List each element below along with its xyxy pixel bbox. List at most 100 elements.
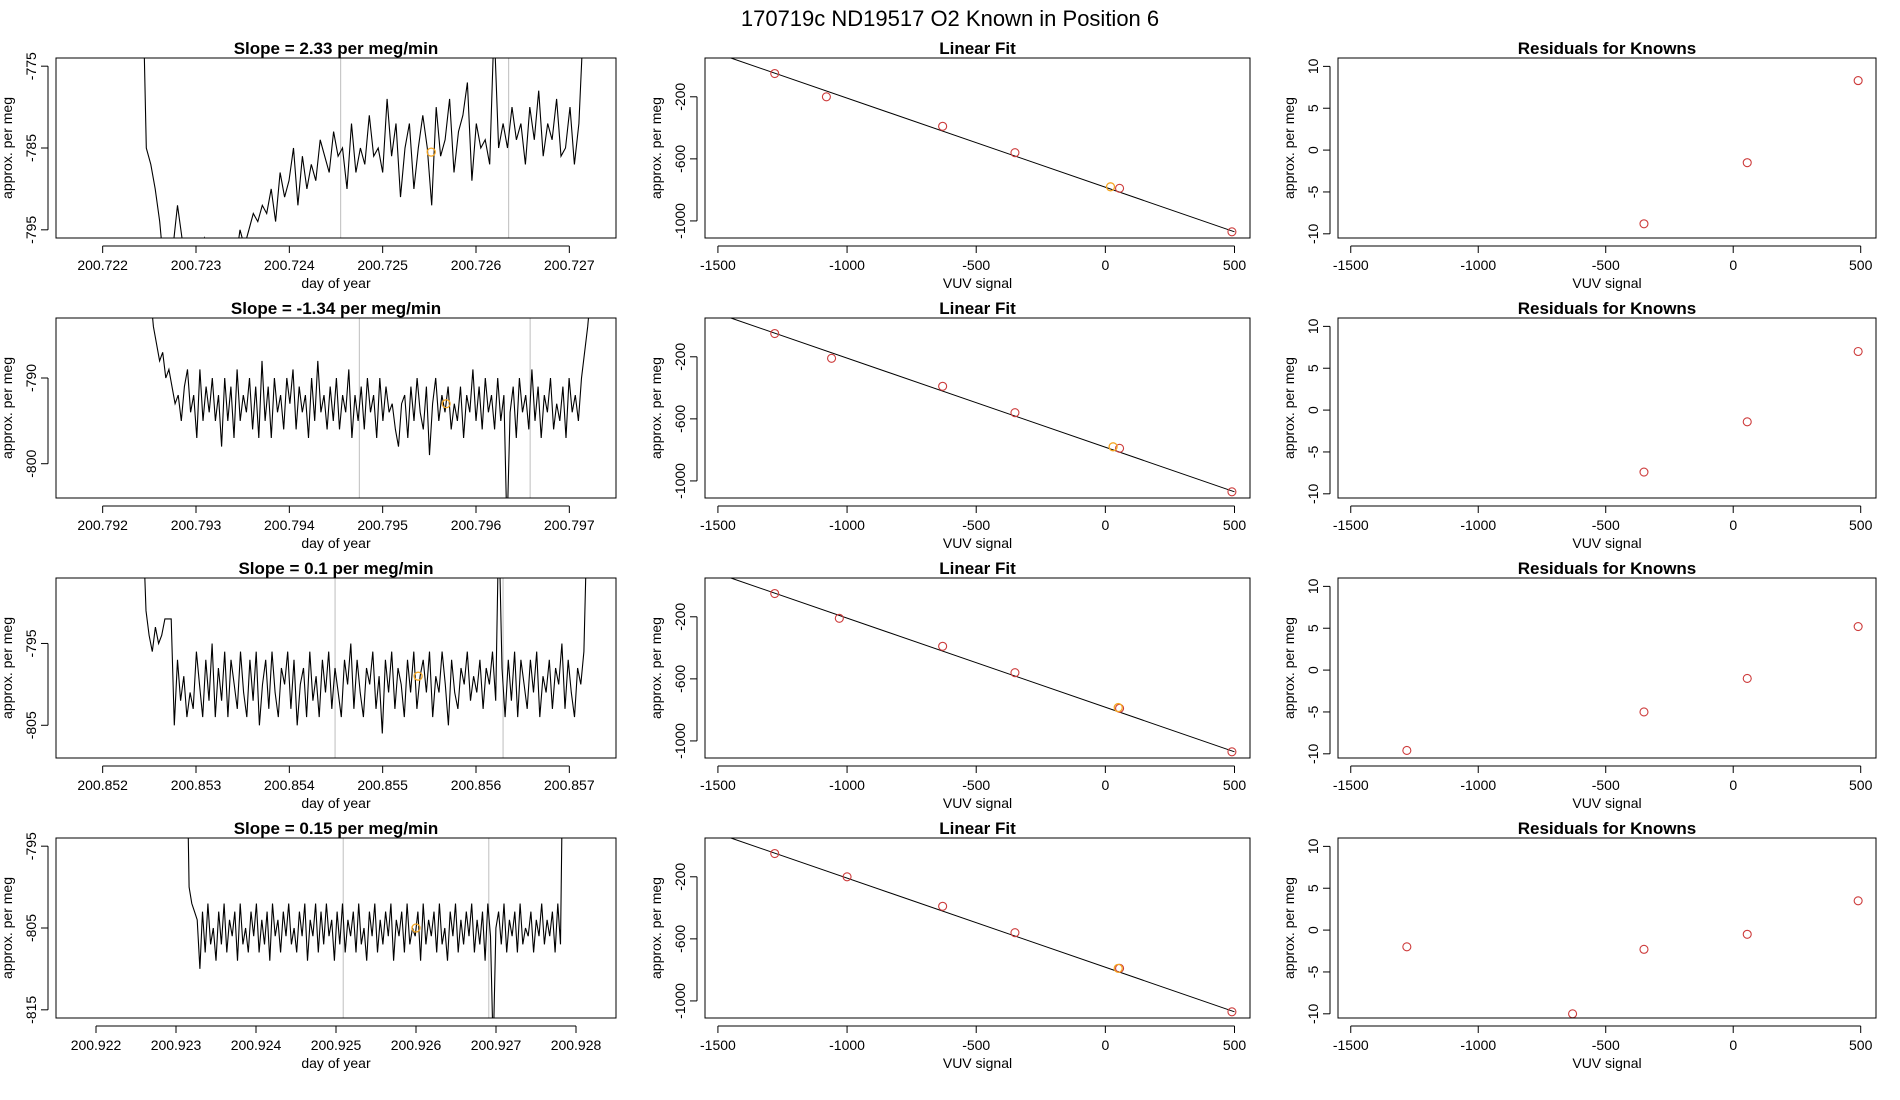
data-point (1010, 668, 1020, 678)
x-tick-label: 200.925 (311, 1037, 362, 1053)
fit-line (730, 838, 1235, 1013)
y-tick-label: -600 (672, 405, 688, 433)
x-axis-label: VUV signal (1572, 275, 1641, 291)
panel-2-2: Linear Fit -1500 -1000 -500 0 500 VUV signal -2… (648, 299, 1251, 551)
y-tick-label: -795 (23, 832, 39, 860)
y-tick-label: 5 (1305, 624, 1321, 632)
y-tick-label: 5 (1305, 884, 1321, 892)
data-point (1853, 346, 1863, 357)
y-tick-label: -1000 (672, 723, 688, 759)
data-point (1402, 745, 1412, 756)
x-tick-label: -1500 (1333, 257, 1369, 273)
x-tick-label: 500 (1849, 517, 1873, 533)
x-tick-label: 500 (1223, 777, 1247, 793)
plot-area (1639, 346, 1863, 477)
plot-area (730, 578, 1237, 757)
plot-area (187, 838, 563, 1018)
x-tick-label: 0 (1101, 777, 1109, 793)
x-axis-label: VUV signal (943, 535, 1012, 551)
x-axis: -1500 -1000 -500 0 500 VUV signal (700, 1025, 1246, 1071)
x-tick-label: 200.796 (451, 517, 502, 533)
plot-frame (704, 57, 1251, 239)
x-tick-label: 200.725 (357, 257, 408, 273)
data-point (1853, 622, 1863, 632)
y-tick-label: -805 (23, 711, 39, 739)
y-axis: -10 -5 0 5 10 approx. per meg (1281, 318, 1331, 504)
data-point (1010, 928, 1020, 938)
panel-3-3: Residuals for Knowns -1500 -1000 -500 0 500 VU… (1281, 559, 1877, 811)
x-axis: -1500 -1000 -500 0 500 VUV signal (1333, 245, 1873, 291)
highlight-point (1105, 182, 1116, 192)
data-point (1742, 417, 1752, 427)
data-point (1227, 227, 1237, 237)
y-axis-label: approx. per meg (0, 617, 15, 719)
y-tick-label: 0 (1305, 926, 1321, 934)
x-axis: 200.852 200.853 200.854 200.855 200.856 200.8… (77, 765, 595, 811)
y-tick-label: -805 (23, 914, 39, 942)
plot-area (144, 578, 587, 758)
plot-area (730, 318, 1237, 497)
data-point (938, 381, 948, 391)
chart-title: Linear Fit (939, 39, 1016, 58)
data-point (1227, 747, 1237, 757)
y-tick-label: -10 (1305, 1003, 1321, 1023)
data-point (938, 121, 948, 131)
x-tick-label: 0 (1729, 777, 1737, 793)
y-tick-label: 10 (1305, 58, 1321, 74)
x-tick-label: -1500 (700, 257, 736, 273)
y-tick-label: -800 (23, 449, 39, 477)
data-point (938, 901, 948, 911)
data-point (1639, 467, 1649, 477)
y-axis-label: approx. per meg (648, 617, 664, 719)
data-series-line (144, 578, 587, 734)
highlight-point (413, 671, 423, 681)
figure-title: 170719c ND19517 O2 Known in Position 6 (741, 6, 1159, 31)
plot-frame (704, 577, 1251, 759)
y-axis-label: approx. per meg (1281, 877, 1297, 979)
x-axis-label: day of year (301, 535, 371, 551)
data-point (1402, 942, 1412, 952)
x-tick-label: 0 (1729, 1037, 1737, 1053)
y-axis: -795 -805 -815 approx. per meg (0, 832, 49, 1024)
x-tick-label: 200.923 (151, 1037, 202, 1053)
y-tick-label: 0 (1305, 666, 1321, 674)
x-axis: -1500 -1000 -500 0 500 VUV signal (1333, 1025, 1873, 1071)
y-tick-label: -795 (23, 216, 39, 244)
y-tick-label: -10 (1305, 223, 1321, 243)
data-point (1742, 158, 1752, 168)
y-tick-label: 5 (1305, 364, 1321, 372)
plot-area (730, 58, 1237, 237)
plot-area (730, 838, 1237, 1017)
data-point (770, 848, 780, 859)
y-tick-label: -785 (23, 134, 39, 162)
y-axis-label: approx. per meg (648, 357, 664, 459)
fit-line (730, 318, 1235, 493)
data-point (1115, 183, 1125, 193)
x-axis: 200.722 200.723 200.724 200.725 200.726 200.7… (77, 245, 595, 291)
panel-1-3: Residuals for Knowns -1500 -1000 -500 0 500 VU… (1281, 39, 1877, 291)
plot-frame (55, 317, 617, 499)
y-axis: -10 -5 0 5 10 approx. per meg (1281, 838, 1331, 1024)
x-axis-label: day of year (301, 795, 371, 811)
y-axis-label: approx. per meg (0, 97, 15, 199)
panel-4-3: Residuals for Knowns -1500 -1000 -500 0 500 VU… (1281, 819, 1877, 1071)
data-point (1010, 148, 1020, 158)
plot-area (1402, 896, 1863, 1018)
panel-1-2: Linear Fit -1500 -1000 -500 0 500 VUV signal -2… (648, 39, 1251, 291)
data-point (1853, 76, 1863, 86)
x-tick-label: 200.853 (171, 777, 222, 793)
x-tick-label: 500 (1849, 257, 1873, 273)
data-series-line (143, 58, 583, 238)
x-tick-label: 500 (1223, 517, 1247, 533)
x-tick-label: -1500 (1333, 517, 1369, 533)
x-tick-label: -1500 (700, 1037, 736, 1053)
data-point (770, 328, 780, 339)
y-tick-label: -200 (672, 863, 688, 891)
data-point (1227, 1007, 1237, 1017)
y-tick-label: -600 (672, 665, 688, 693)
y-axis: -200 -600 -1000 approx. per meg (648, 343, 698, 499)
x-tick-label: 200.926 (391, 1037, 442, 1053)
